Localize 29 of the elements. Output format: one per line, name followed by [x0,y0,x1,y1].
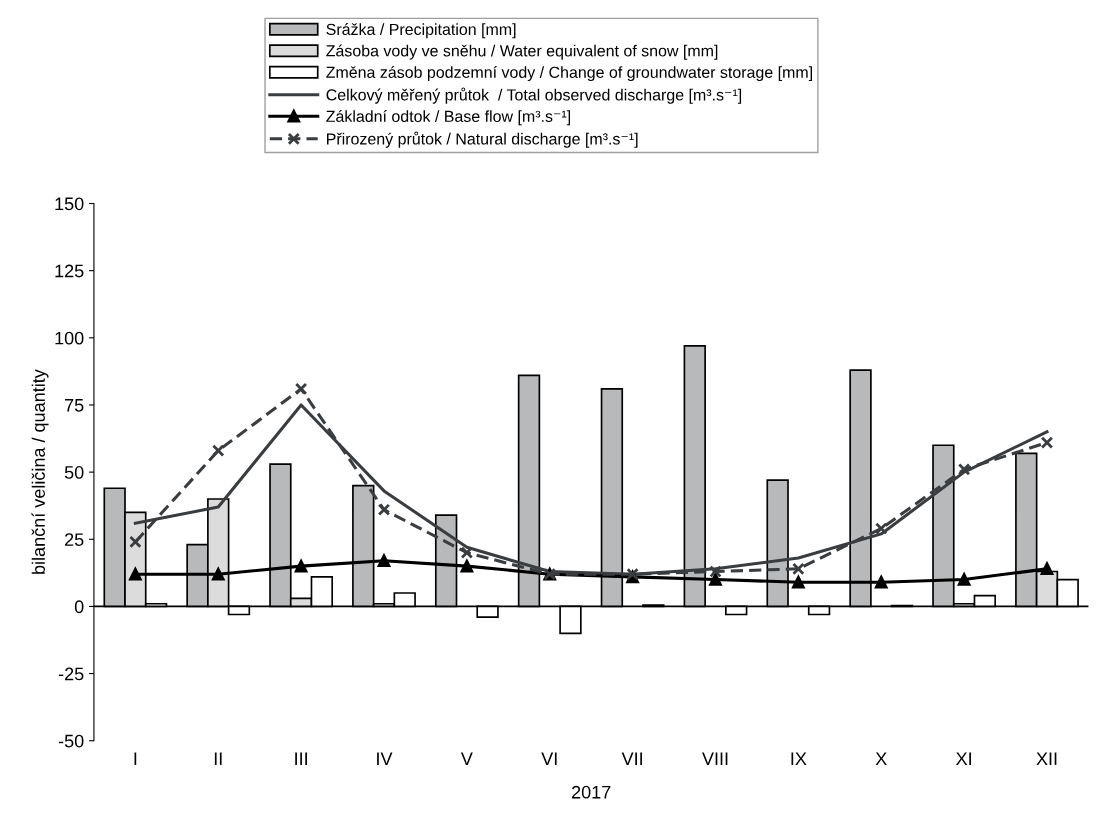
x-tick-label: XII [1036,752,1057,765]
y-tick-label: 125 [55,264,84,278]
x-tick-label: IV [377,752,393,765]
y-tick-label: 0 [74,600,84,614]
y-tick-label: -50 [58,734,84,748]
x-tick-label: VI [541,752,557,765]
x-tick-label: IX [791,752,807,765]
x-tick-label: VIII [702,752,728,765]
y-tick-label: 25 [65,533,84,546]
x-tick-label: V [460,752,473,765]
x-tick-label: XI [955,752,971,765]
x-tick-label: III [295,752,307,765]
legend-label: Celkový měřený průtok / Total observed discharge [m³.s⁻¹] [326,87,742,104]
x-tick-label: I [134,752,137,765]
legend-label: Zásoba vody ve sněhu / Water equivalent of snow [mm] [326,44,718,60]
y-tick-label: 150 [55,197,84,211]
x-tick-label: II [214,752,222,765]
x-tick-label: X [875,752,887,765]
y-tick-label: 100 [55,331,84,345]
y-tick-label: 50 [64,466,84,479]
y-tick-label: 75 [65,399,84,412]
x-tick-label: VII [621,752,642,765]
y-axis-title: bilanční veličina / quantity [31,369,49,574]
legend-label: Srážka / Precipitation [mm] [326,23,516,39]
legend-label: Změna zásob podzemní vody / Change of groundwater storage [mm] [326,66,812,82]
x-axis-title: 2017 [572,785,611,799]
legend-label: Přirozený průtok / Natural discharge [m³.s⁻¹] [327,131,638,148]
y-tick-label: -25 [58,667,84,681]
legend-label: Základní odtok / Base flow [m³.s⁻¹] [326,110,571,126]
